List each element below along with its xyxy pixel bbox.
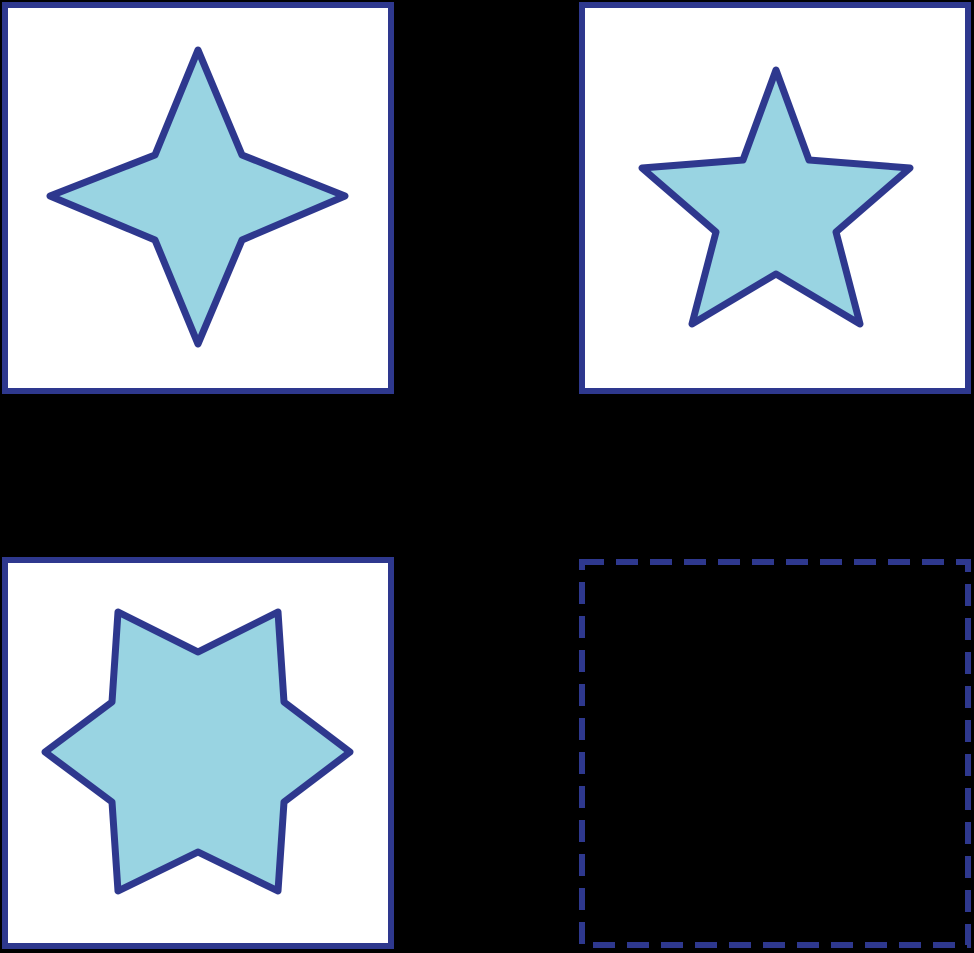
five-point-star-icon [638,66,914,328]
cell-four-point-star [2,2,394,394]
four-point-star-icon [46,46,349,348]
six-point-star-icon [41,608,354,895]
cell-missing-answer [579,559,971,948]
cell-six-point-star [2,557,394,949]
empty-answer-slot [579,559,971,948]
cell-five-point-star [579,2,971,394]
